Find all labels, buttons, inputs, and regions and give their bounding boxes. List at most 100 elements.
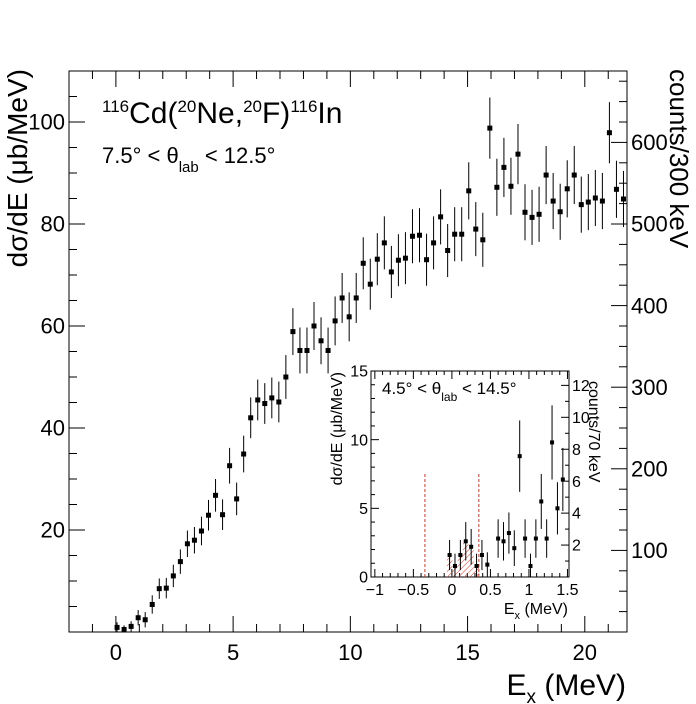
main-y2-tick-label: 400 (631, 293, 668, 318)
main-data-point (459, 231, 465, 237)
main-y2-tick-label: 200 (631, 457, 668, 482)
main-data-point (620, 196, 626, 202)
main-data-point (177, 559, 183, 565)
inset-xlabel-rest: (MeV) (520, 601, 568, 618)
inset-angle-post: < 14.5° (457, 379, 516, 398)
inset-data-point (474, 564, 479, 569)
main-y-tick-label: 60 (41, 314, 65, 339)
main-x-tick-label: 10 (338, 640, 362, 665)
main-data-point (121, 626, 127, 632)
main-data-point (606, 130, 612, 136)
reaction-text-4: In (317, 97, 342, 130)
main-data-point (297, 347, 303, 353)
inset-data-point (463, 539, 468, 544)
main-data-point (325, 347, 331, 353)
inset-y-axis-label: dσ/dE (μb/MeV) (329, 372, 346, 485)
inset-x-tick-label: 0.5 (479, 582, 501, 599)
main-data-point (515, 151, 521, 157)
main-data-point (529, 214, 535, 220)
main-data-point (452, 231, 458, 237)
inset-data-point (506, 531, 511, 536)
main-data-point (360, 260, 366, 266)
inset-data-point (544, 536, 549, 541)
main-data-point (163, 585, 169, 591)
main-y-tick-label: 20 (41, 518, 65, 543)
main-data-point (613, 186, 619, 192)
main-data-point (417, 232, 423, 238)
inset-x-tick-label: 1.5 (556, 582, 578, 599)
inset-y2-tick-label: 10 (572, 410, 590, 427)
main-data-point (198, 528, 204, 534)
main-data-point (304, 347, 310, 353)
main-data-point (149, 601, 155, 607)
main-data-point (234, 496, 240, 502)
inset-x-axis-label: Ex (MeV) (504, 601, 568, 622)
inset-data-point (533, 536, 538, 541)
inset-y2-tick-label: 4 (572, 506, 581, 523)
main-data-point (550, 198, 556, 204)
inset-data-point (469, 544, 474, 549)
inset-y-tick-label: 15 (350, 364, 368, 381)
main-data-point (585, 199, 591, 205)
reaction-mass-2: 20 (177, 97, 196, 116)
main-reaction-label: 116Cd(20Ne,20F)116In (102, 97, 342, 130)
main-y2-tick-label: 500 (631, 212, 668, 237)
main-data-point (578, 202, 584, 208)
main-data-point (269, 395, 275, 401)
main-data-point (473, 226, 479, 232)
main-xlabel-main: E (506, 669, 526, 702)
main-angle-pre: 7.5° < θ (102, 143, 179, 168)
main-data-point (184, 541, 190, 547)
main-data-point (557, 209, 563, 215)
inset-data-point (479, 553, 484, 558)
main-data-point (276, 399, 282, 405)
main-y-tick-label: 80 (41, 212, 65, 237)
inset-xlabel-main: E (504, 601, 515, 618)
inset-data-point (512, 546, 517, 551)
main-data-point (487, 125, 493, 131)
main-data-point (381, 240, 387, 246)
inset-y-tick-label: 0 (359, 570, 368, 587)
inset-y2-tick-label: 12 (572, 378, 590, 395)
inset-data-point (528, 564, 533, 569)
main-data-point (353, 295, 359, 301)
main-angle-label: 7.5° < θlab < 12.5° (102, 143, 275, 176)
main-data-point (480, 237, 486, 243)
main-data-point (128, 623, 134, 629)
inset-data-point (496, 536, 501, 541)
inset-x-tick-label: −0.5 (398, 582, 430, 599)
inset-data-point (485, 562, 490, 567)
inset-y2-axis-label: counts/70 keV (585, 381, 602, 483)
inset-angle-sub: lab (441, 390, 457, 404)
main-data-point (241, 451, 247, 457)
main-data-point (402, 255, 408, 261)
main-data-point (445, 248, 451, 254)
main-data-point (564, 186, 570, 192)
main-data-point (501, 164, 507, 170)
main-xlabel-rest: (MeV) (536, 669, 626, 702)
inset-data-point (523, 536, 528, 541)
main-data-point (283, 374, 289, 380)
main-data-point (367, 281, 373, 287)
main-data-point (543, 172, 549, 178)
main-data-point (255, 397, 261, 403)
main-xlabel-sub: x (527, 687, 537, 704)
main-y2-tick-label: 300 (631, 375, 668, 400)
main-data-point (409, 233, 415, 239)
main-data-point (536, 211, 542, 217)
main-y2-tick-label: 600 (631, 130, 668, 155)
reaction-mass-4: 116 (290, 97, 317, 116)
inset-y2-tick-label: 2 (572, 538, 581, 555)
main-data-point (290, 329, 296, 335)
main-data-point (494, 184, 500, 190)
main-data-point (424, 257, 430, 263)
main-data-point (438, 214, 444, 220)
inset-data-point (452, 564, 457, 569)
reaction-text-3: F) (262, 97, 290, 130)
main-angle-sub: lab (179, 159, 199, 176)
main-data-point (248, 415, 254, 421)
reaction-mass-1: 116 (102, 97, 129, 116)
inset-x-tick-label: −1 (366, 582, 384, 599)
main-data-point (318, 338, 324, 344)
